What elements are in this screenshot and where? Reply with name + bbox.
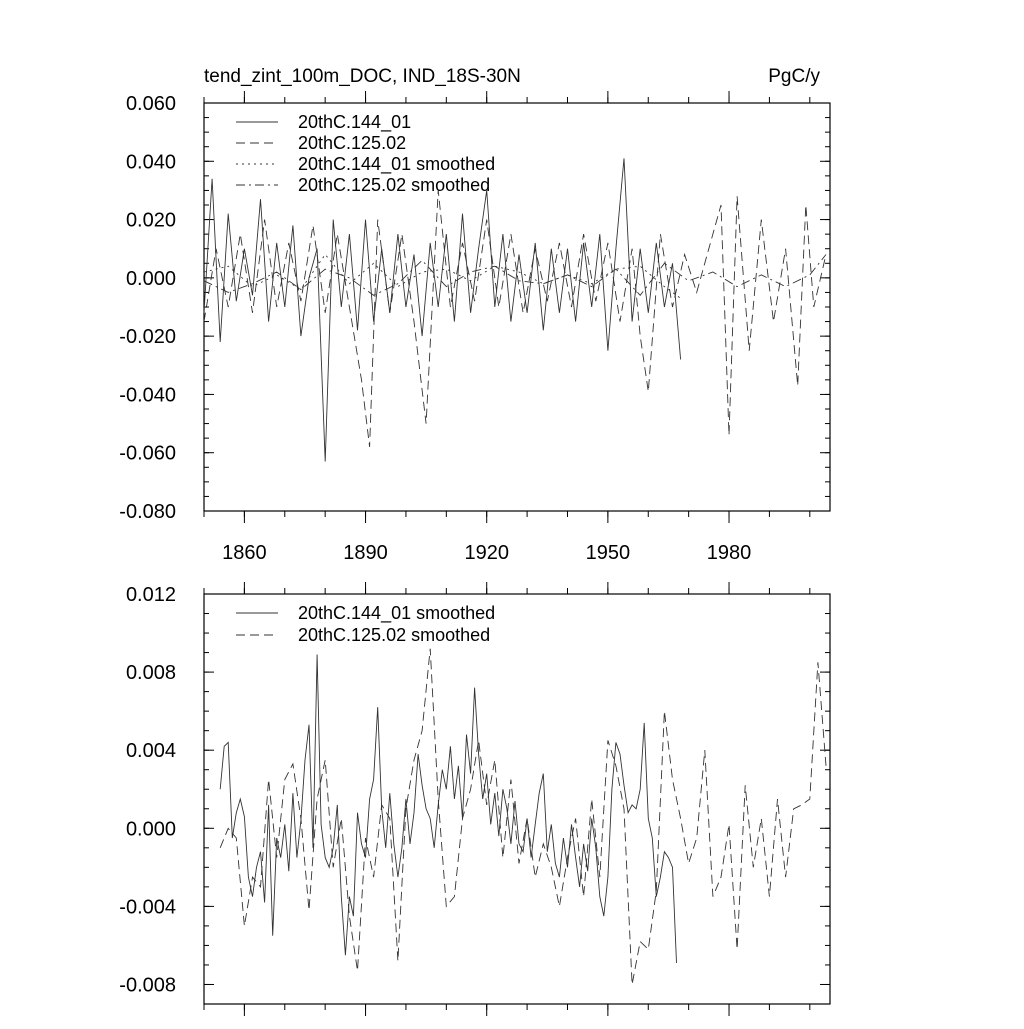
bottom-plot-ticks: 0.012 0.008 0.004 0.000 -0.004 -0.008 <box>119 582 830 1016</box>
y-tick-label: -0.060 <box>119 443 176 465</box>
y-tick-label: 0.004 <box>126 740 176 762</box>
bottom-plot-series <box>219 648 827 985</box>
x-tick-label: 1920 <box>464 542 509 564</box>
top-plot-series <box>203 158 827 462</box>
y-tick-label: -0.020 <box>119 326 176 348</box>
legend-label-2: 20thC.125.02 smoothed <box>298 625 490 645</box>
y-tick-label: -0.040 <box>119 384 176 406</box>
y-tick-label: -0.004 <box>119 896 176 918</box>
legend-label-3: 20thC.144_01 smoothed <box>298 154 495 175</box>
legend-label-2: 20thC.125.02 <box>298 133 406 153</box>
x-tick-label: 1890 <box>343 542 388 564</box>
top-plot-ticks: 0.060 0.040 0.020 0.000 -0.020 -0.040 -0.060 -0… <box>119 91 830 564</box>
y-tick-label: 0.000 <box>126 268 176 290</box>
top-plot-units: PgC/y <box>768 66 820 87</box>
legend-label-1: 20thC.144_01 <box>298 112 411 133</box>
x-tick-label: 1980 <box>707 542 752 564</box>
y-tick-label: 0.060 <box>126 93 176 115</box>
x-tick-label: 1950 <box>586 542 631 564</box>
y-tick-label: 0.040 <box>126 151 176 173</box>
bottom-plot-frame <box>203 593 831 1005</box>
y-tick-label: 0.012 <box>126 584 176 606</box>
y-tick-label: -0.080 <box>119 501 176 523</box>
y-tick-label: -0.008 <box>119 974 176 996</box>
series-line-2 <box>203 190 827 447</box>
y-tick-label: 0.020 <box>126 210 176 232</box>
top-plot-title: tend_zint_100m_DOC, IND_18S-30N <box>204 66 521 87</box>
series-line-1 <box>219 654 677 964</box>
series-line-2 <box>219 648 827 985</box>
legend-label-1: 20thC.144_01 smoothed <box>298 603 495 624</box>
x-tick-label: 1860 <box>222 542 267 564</box>
series-line-1 <box>203 158 682 462</box>
series-line-3 <box>203 253 681 299</box>
y-tick-label: 0.008 <box>126 662 176 684</box>
top-plot: tend_zint_100m_DOC, IND_18S-30N PgC/y 0.… <box>119 66 831 564</box>
series-line-4 <box>203 254 827 296</box>
legend-label-4: 20thC.125.02 smoothed <box>298 175 490 195</box>
y-tick-label: 0.000 <box>126 818 176 840</box>
bottom-plot: 0.012 0.008 0.004 0.000 -0.004 -0.008 20thC.1… <box>119 582 831 1016</box>
